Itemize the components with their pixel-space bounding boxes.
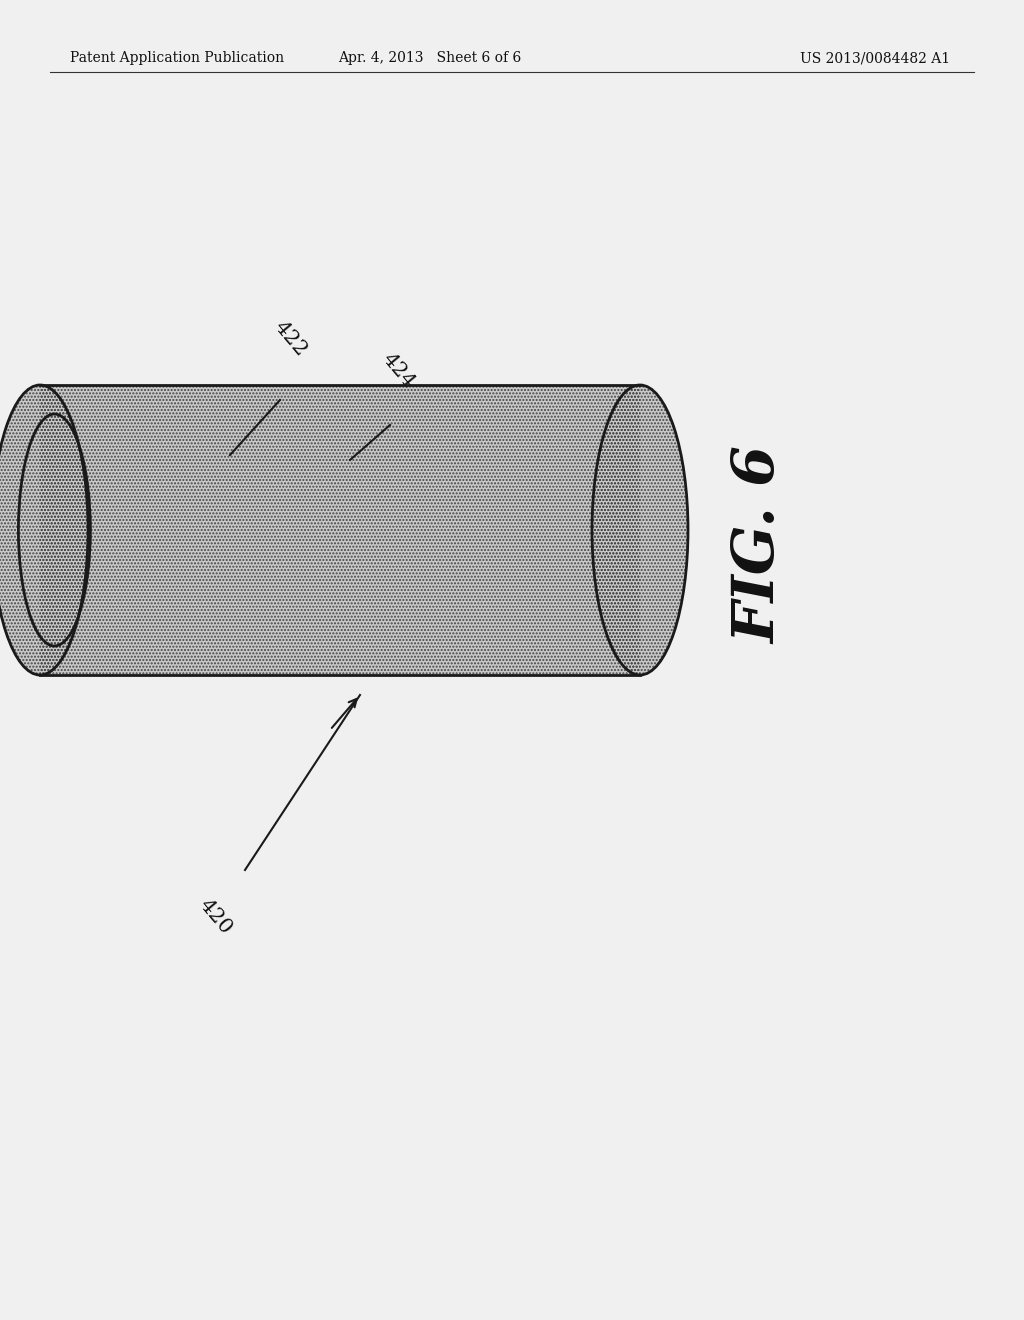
Bar xyxy=(40,385,640,675)
Text: 420: 420 xyxy=(195,895,236,937)
Text: Apr. 4, 2013   Sheet 6 of 6: Apr. 4, 2013 Sheet 6 of 6 xyxy=(338,51,521,65)
Bar xyxy=(40,385,640,675)
Text: 424: 424 xyxy=(378,350,418,392)
Ellipse shape xyxy=(0,385,88,675)
Text: FIG. 6: FIG. 6 xyxy=(732,446,788,644)
Text: Patent Application Publication: Patent Application Publication xyxy=(70,51,284,65)
Text: 422: 422 xyxy=(270,317,310,360)
Text: US 2013/0084482 A1: US 2013/0084482 A1 xyxy=(800,51,950,65)
Ellipse shape xyxy=(592,385,688,675)
